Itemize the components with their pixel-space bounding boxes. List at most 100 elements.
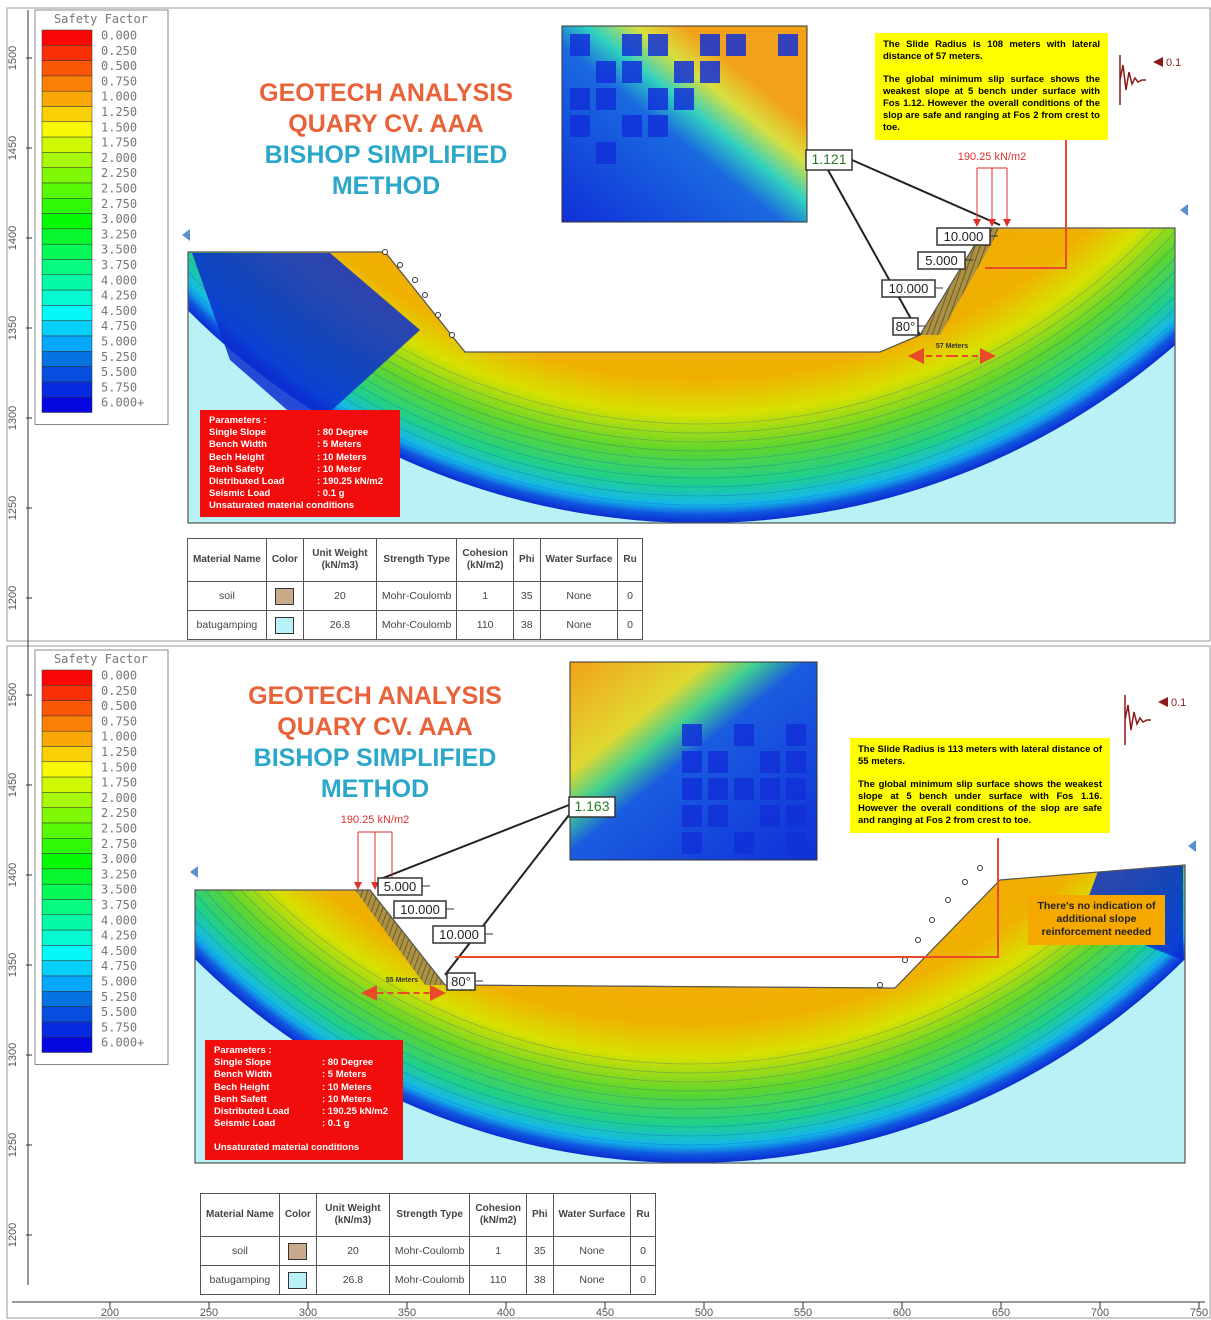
dim-label: 10.000 [944, 229, 984, 244]
parameter-text: Single Slope [209, 427, 317, 439]
remark-box: There's no indication of additional slop… [1028, 895, 1165, 945]
inset-cell [786, 778, 806, 800]
color-swatch [275, 588, 294, 605]
y-tick-label: 1250 [7, 496, 19, 520]
legend-swatch [42, 945, 92, 960]
leader-line [828, 170, 920, 335]
parameter-row: Bench Width: 5 Meters [214, 1069, 394, 1081]
table-cell: 0 [631, 1266, 655, 1295]
table-cell: None [553, 1237, 631, 1266]
legend-swatch [42, 244, 92, 259]
legend-swatch [42, 976, 92, 991]
legend-swatch [42, 701, 92, 716]
inset-cell [622, 34, 642, 56]
x-tick-label: 750 [1190, 1307, 1208, 1319]
x-tick-label: 600 [893, 1307, 911, 1319]
legend-label: 0.750 [101, 714, 137, 728]
material-table: Material NameColorUnit Weight (kN/m3)Str… [187, 538, 643, 640]
seismic-icon [1125, 695, 1151, 745]
x-tick-label: 300 [299, 1307, 317, 1319]
legend-label: 6.000+ [101, 1036, 144, 1050]
inset-cell [682, 778, 702, 800]
legend-label: 5.500 [101, 1005, 137, 1019]
table-row: soil20Mohr-Coulomb135None0 [188, 582, 643, 611]
legend-label: 3.750 [101, 258, 137, 272]
legend-label: 4.000 [101, 913, 137, 927]
column-header: Water Surface [553, 1194, 631, 1237]
parameter-text: Bench Width [209, 439, 317, 451]
legend-swatch [42, 397, 92, 412]
column-header: Ru [618, 539, 642, 582]
parameter-row: Benh Safety: 10 Meter [209, 464, 391, 476]
distance-label: 55 Meters [386, 977, 418, 984]
legend-swatch [42, 900, 92, 915]
note-text: The global minimum slip surface shows th… [883, 74, 1100, 134]
legend-swatch [42, 382, 92, 397]
y-tick-label: 1300 [7, 1043, 19, 1067]
table-cell: 0 [618, 611, 642, 640]
note-text: The Slide Radius is 113 meters with late… [858, 744, 1102, 768]
legend-label: 1.750 [101, 776, 137, 790]
parameter-row: Bench Width: 5 Meters [209, 439, 391, 451]
boundary-marker [1188, 840, 1196, 852]
title-line: METHOD [240, 171, 532, 202]
legend-swatch [42, 869, 92, 884]
legend-swatch [42, 260, 92, 275]
note-text: The Slide Radius is 108 meters with late… [883, 39, 1100, 63]
seismic-label: 0.1 [1166, 57, 1181, 69]
legend-swatch [42, 275, 92, 290]
legend-label: 5.500 [101, 365, 137, 379]
inset-cell [682, 832, 702, 854]
y-tick-label: 1250 [7, 1133, 19, 1157]
leader-line [852, 160, 1000, 225]
legend-swatch [42, 930, 92, 945]
legend-label: 5.000 [101, 975, 137, 989]
table-cell: None [540, 611, 618, 640]
parameter-text: Single Slope [214, 1057, 322, 1069]
parameters-box: Parameters :Single Slope: 80 DegreeBench… [200, 410, 400, 517]
x-tick-label: 500 [695, 1307, 713, 1319]
legend-label: 3.250 [101, 227, 137, 241]
x-tick-label: 450 [596, 1307, 614, 1319]
table-cell: 20 [303, 582, 376, 611]
legend-label: 4.500 [101, 944, 137, 958]
inset-view [562, 26, 807, 222]
legend-swatch [42, 747, 92, 762]
inset-cell [760, 805, 780, 827]
legend-swatch [42, 321, 92, 336]
legend-swatch [42, 367, 92, 382]
x-tick-label: 250 [200, 1307, 218, 1319]
table-cell: 110 [470, 1266, 527, 1295]
column-header: Color [279, 1194, 316, 1237]
inset-cell [570, 34, 590, 56]
legend-label: 0.000 [101, 29, 137, 43]
legend-label: 4.250 [101, 929, 137, 943]
bench-point [978, 866, 983, 871]
inset-cell [622, 115, 642, 137]
table-cell: Mohr-Coulomb [376, 611, 456, 640]
legend-swatch [42, 808, 92, 823]
parameter-row: Seismic Load: 0.1 g [214, 1118, 394, 1130]
table-cell: 35 [513, 582, 540, 611]
legend-label: 1.250 [101, 105, 137, 119]
legend-swatch [42, 961, 92, 976]
inset-cell [708, 805, 728, 827]
x-tick-label: 650 [992, 1307, 1010, 1319]
legend-swatch [42, 792, 92, 807]
parameter-text: Distributed Load [214, 1106, 322, 1118]
legend-label: 6.000+ [101, 396, 144, 410]
parameter-text: : 190.25 kN/m2 [322, 1106, 388, 1118]
table-row: batugamping26.8Mohr-Coulomb11038None0 [201, 1266, 656, 1295]
title-block: GEOTECH ANALYSISQUARY CV. AAABISHOP SIMP… [240, 78, 532, 202]
parameters-heading: Parameters : [209, 415, 391, 427]
inset-cell [708, 751, 728, 773]
legend-label: 4.000 [101, 273, 137, 287]
parameter-row: Bech Height: 10 Meters [209, 452, 391, 464]
legend-swatch [42, 915, 92, 930]
bench-point [916, 938, 921, 943]
load-label: 190.25 kN/m2 [958, 151, 1026, 163]
distance-label: 57 Meters [936, 343, 968, 350]
seismic-arrow [1158, 697, 1168, 707]
